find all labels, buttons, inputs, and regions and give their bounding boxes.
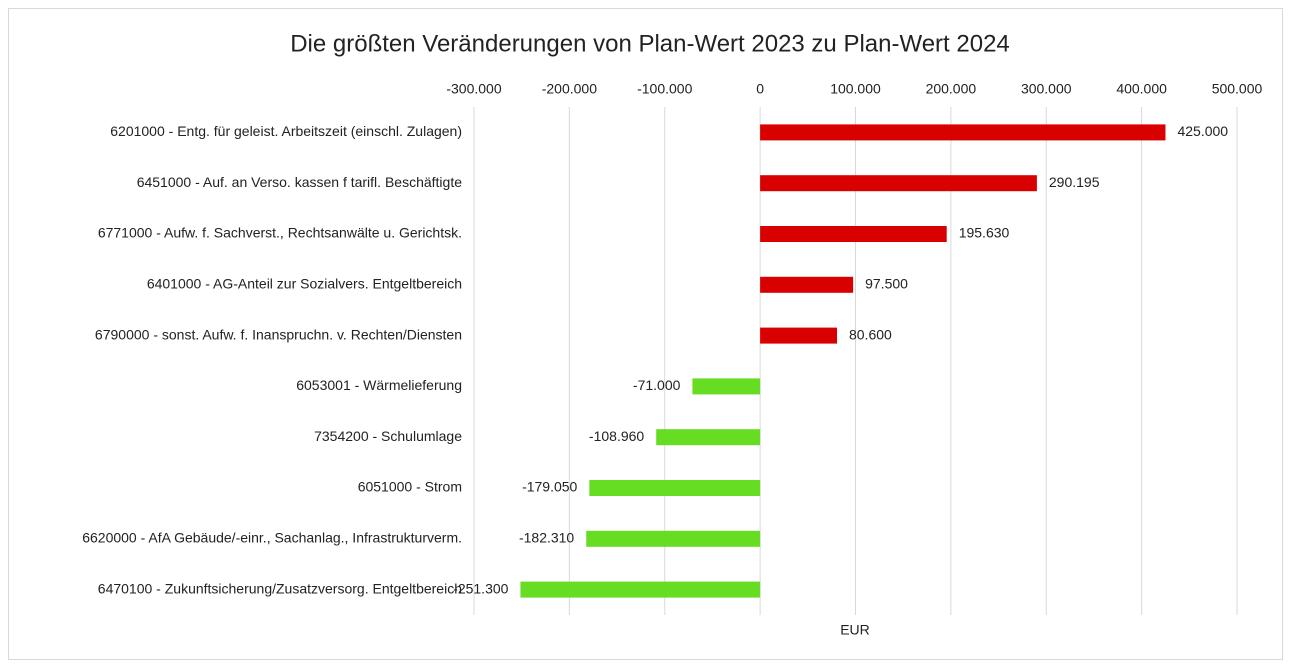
bar (656, 429, 761, 446)
bar (760, 276, 854, 293)
x-tick-label: 500.000 (1212, 81, 1263, 97)
value-label: 425.000 (1177, 123, 1228, 139)
x-tick-label: 200.000 (926, 81, 977, 97)
bar (589, 480, 761, 496)
bar (586, 530, 761, 547)
x-tick-label: 400.000 (1116, 81, 1167, 97)
chart-frame (8, 8, 1283, 660)
y-tick-label: 6051000 - Strom (358, 479, 462, 495)
bar (760, 226, 947, 242)
value-label: 80.600 (849, 326, 892, 342)
y-tick-label: 6790000 - sonst. Aufw. f. Inanspruchn. v… (95, 326, 462, 342)
value-label: -71.000 (633, 377, 681, 393)
x-tick-label: 300.000 (1021, 81, 1072, 97)
x-tick-label: -300.000 (446, 81, 501, 97)
bar (760, 175, 1037, 192)
value-label: -108.960 (589, 428, 644, 444)
x-axis-label: EUR (840, 622, 870, 638)
y-tick-label: 7354200 - Schulumlage (314, 428, 462, 444)
x-tick-label: -200.000 (542, 81, 597, 97)
y-tick-label: 6053001 - Wärmelieferung (296, 377, 462, 393)
y-tick-label: 6401000 - AG-Anteil zur Sozialvers. Entg… (147, 276, 462, 292)
value-label: 290.195 (1049, 174, 1100, 190)
bar (760, 327, 837, 344)
value-label: -182.310 (519, 530, 574, 546)
y-tick-label: 6771000 - Aufw. f. Sachverst., Rechtsanw… (98, 225, 462, 241)
bar (520, 581, 761, 598)
x-tick-label: 0 (756, 81, 764, 97)
x-tick-label: 100.000 (830, 81, 881, 97)
value-label: 195.630 (959, 225, 1010, 241)
value-label: -251.300 (453, 580, 508, 596)
value-label: -179.050 (522, 479, 577, 495)
x-tick-label: -100.000 (637, 81, 692, 97)
bar (692, 378, 761, 395)
y-tick-label: 6620000 - AfA Gebäude/-einr., Sachanlag.… (82, 530, 462, 546)
y-tick-label: 6470100 - Zukunftsicherung/Zusatzversorg… (98, 580, 462, 596)
chart-title: Die größten Veränderungen von Plan-Wert … (290, 30, 1010, 57)
bar (760, 124, 1166, 141)
y-tick-label: 6201000 - Entg. für geleist. Arbeitszeit… (110, 123, 462, 139)
value-label: 97.500 (865, 276, 908, 292)
y-tick-label: 6451000 - Auf. an Verso. kassen f tarifl… (137, 174, 463, 190)
